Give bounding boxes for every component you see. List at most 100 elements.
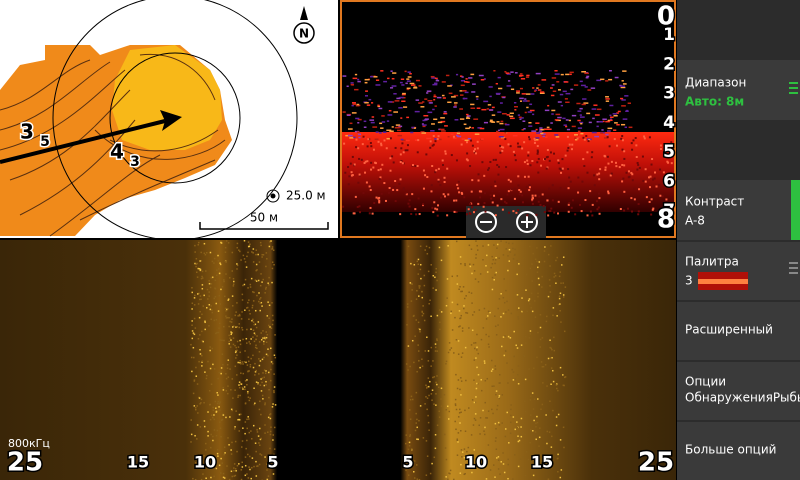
speckle	[523, 400, 526, 403]
speckle	[549, 339, 551, 342]
speckle	[507, 463, 509, 466]
echo	[543, 158, 546, 161]
speckle	[529, 399, 532, 401]
speckle	[468, 407, 470, 409]
menu-item-bg[interactable]	[677, 422, 800, 480]
speckle	[269, 379, 272, 382]
speckle	[428, 302, 430, 305]
speckle	[196, 262, 198, 265]
speckle	[436, 375, 438, 377]
map-panel[interactable]: 3 5 4 3 N 25.0 м 50 м	[0, 0, 338, 241]
speckle	[448, 472, 450, 474]
echo	[414, 165, 417, 168]
echo	[598, 212, 601, 215]
speckle	[273, 453, 275, 456]
echo	[518, 193, 521, 196]
echo	[480, 190, 483, 193]
speckle	[460, 290, 462, 293]
echo	[546, 199, 549, 202]
speckle	[241, 461, 243, 464]
menu-item-bg[interactable]	[677, 180, 800, 240]
menu-item-bg[interactable]	[677, 60, 800, 120]
echo	[595, 200, 598, 203]
zoom-in[interactable]	[516, 211, 538, 233]
echo	[596, 208, 599, 211]
echo	[420, 131, 425, 133]
echo	[638, 166, 641, 169]
speckle	[543, 250, 546, 252]
speckle	[237, 315, 239, 317]
echo	[493, 194, 496, 197]
echo	[523, 141, 526, 144]
speckle	[240, 469, 243, 471]
speckle	[197, 267, 199, 270]
echo	[384, 199, 387, 202]
echo	[463, 196, 466, 199]
echo	[531, 202, 534, 205]
echo	[450, 154, 453, 157]
echo	[573, 84, 579, 86]
speckle	[549, 291, 552, 293]
menu-item-bg[interactable]	[677, 242, 800, 300]
echo	[504, 132, 507, 134]
echo	[539, 91, 545, 93]
speckle	[271, 248, 273, 250]
speckle	[206, 288, 209, 291]
speckle	[252, 252, 254, 254]
speckle	[246, 383, 248, 386]
echo	[483, 202, 486, 205]
speckle	[507, 382, 509, 384]
speckle	[445, 360, 448, 363]
speckle	[528, 298, 531, 300]
speckle	[247, 251, 249, 254]
speckle	[239, 394, 241, 397]
speckle	[205, 306, 208, 309]
speckle	[195, 263, 197, 265]
echo	[531, 194, 534, 197]
sidescan-right[interactable]	[340, 240, 676, 480]
speckle	[532, 474, 535, 477]
speckle	[269, 454, 271, 457]
speckle	[469, 263, 471, 266]
speckle	[203, 420, 206, 422]
speckle	[235, 357, 237, 359]
speckle	[491, 385, 494, 388]
speckle	[539, 338, 542, 341]
echo	[370, 75, 374, 78]
echo	[494, 180, 497, 183]
speckle	[272, 319, 274, 322]
speckle	[515, 344, 517, 347]
menu-item-bg[interactable]	[677, 362, 800, 420]
echo	[648, 176, 651, 179]
speckle	[482, 409, 484, 412]
speckle	[196, 293, 199, 295]
speckle	[207, 435, 209, 437]
speckle	[416, 478, 419, 480]
speckle	[558, 297, 561, 300]
speckle	[200, 478, 203, 480]
speckle	[238, 323, 240, 325]
speckle	[552, 307, 555, 309]
scale-label: 50 м	[250, 211, 278, 225]
speckle	[265, 336, 268, 339]
echo	[440, 117, 445, 119]
speckle	[236, 302, 238, 304]
speckle	[233, 467, 235, 469]
echo	[424, 174, 427, 177]
speckle	[190, 419, 192, 421]
echo	[567, 210, 570, 213]
echo	[433, 201, 436, 204]
speckle	[217, 331, 220, 334]
sidescan-left[interactable]	[0, 240, 338, 480]
speckle	[210, 277, 213, 279]
speckle	[268, 413, 271, 416]
speckle	[531, 263, 533, 265]
speckle	[219, 262, 221, 264]
echo	[596, 173, 599, 176]
menu-item-bg[interactable]	[677, 302, 800, 360]
speckle	[244, 309, 246, 311]
echo	[581, 103, 586, 106]
echo	[565, 92, 571, 95]
speckle	[505, 289, 507, 292]
